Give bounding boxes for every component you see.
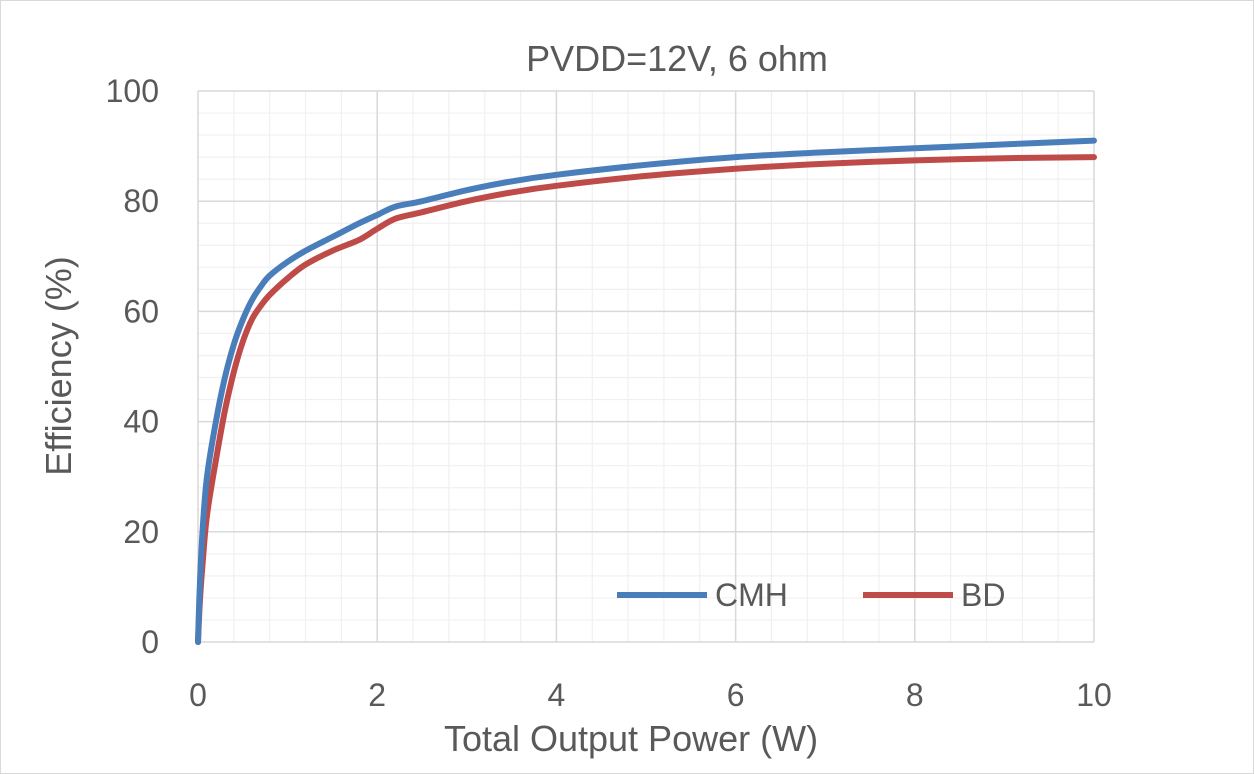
legend-label-bd: BD [961, 577, 1005, 613]
y-tick-label: 60 [123, 293, 159, 329]
x-tick-label: 10 [1076, 677, 1112, 713]
y-tick-label: 80 [123, 183, 159, 219]
chart-title: PVDD=12V, 6 ohm [526, 38, 828, 79]
x-tick-label: 4 [548, 677, 566, 713]
x-tick-label: 8 [906, 677, 924, 713]
series-line-bd [195, 154, 1097, 645]
y-tick-label: 0 [141, 624, 159, 660]
x-tick-label: 6 [727, 677, 745, 713]
legend-label-cmh: CMH [715, 577, 788, 613]
y-axis-title: Efficiency (%) [38, 256, 79, 475]
x-tick-label: 2 [368, 677, 386, 713]
y-tick-label: 40 [123, 404, 159, 440]
major-grid [197, 90, 1095, 643]
x-tick-label: 0 [189, 677, 207, 713]
legend: CMH BD [617, 577, 1005, 613]
y-tick-label: 100 [106, 73, 159, 109]
x-tick-labels: 0 2 4 6 8 10 [189, 677, 1112, 713]
y-tick-labels: 0 20 40 60 80 100 [106, 73, 159, 660]
x-axis-title: Total Output Power (W) [444, 718, 818, 759]
y-tick-label: 20 [123, 514, 159, 550]
series-line-cmh [195, 137, 1097, 645]
series-lines [195, 137, 1097, 645]
